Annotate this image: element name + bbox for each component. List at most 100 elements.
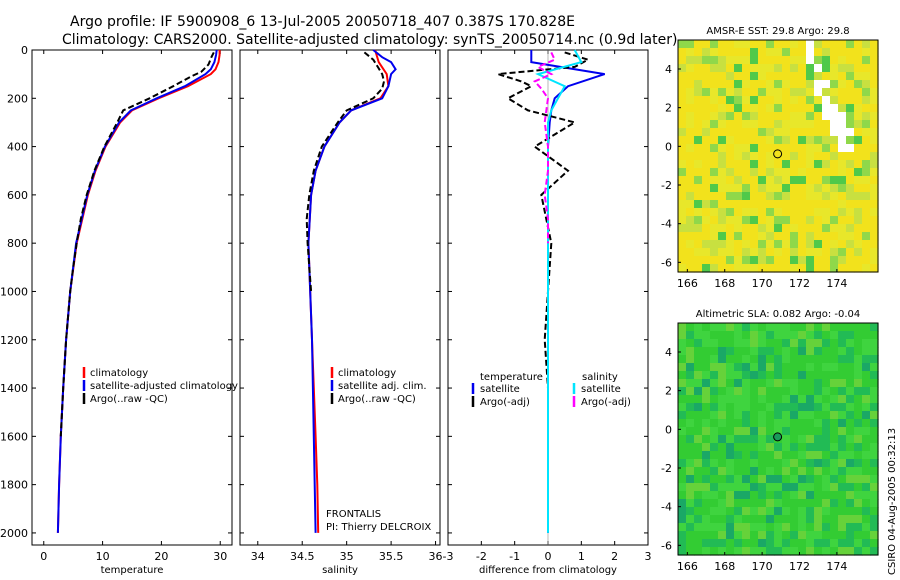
map-cell — [750, 451, 759, 460]
map-cell — [806, 387, 815, 396]
map-cell — [870, 355, 879, 364]
map-y-tick-label: -4 — [661, 501, 672, 514]
map-cell — [854, 547, 863, 556]
map-y-tick-label: -4 — [661, 218, 672, 231]
map-cell — [782, 499, 791, 508]
map-cell — [710, 395, 719, 404]
map-cell — [694, 419, 703, 428]
map-cell — [846, 88, 855, 97]
map-cell — [830, 411, 839, 420]
map-cell — [822, 355, 831, 364]
map-cell — [854, 136, 863, 145]
map-cell — [726, 240, 735, 249]
map-cell — [734, 88, 743, 97]
map-cell — [734, 491, 743, 500]
map-cell — [678, 152, 687, 161]
map-cell — [870, 443, 879, 452]
map-cell — [806, 355, 815, 364]
map-cell — [790, 387, 799, 396]
map-cell — [782, 240, 791, 249]
map-y-tick-label: -2 — [661, 179, 672, 192]
map-cell — [718, 184, 727, 193]
map-cell — [822, 232, 831, 241]
map-cell — [726, 411, 735, 420]
x-axis-label: temperature — [101, 565, 164, 576]
map-cell — [814, 499, 823, 508]
map-cell — [790, 411, 799, 420]
map-cell — [758, 483, 767, 492]
map-cell — [846, 80, 855, 89]
map-cell — [710, 499, 719, 508]
map-cell — [774, 216, 783, 225]
map-cell — [694, 523, 703, 532]
map-cell — [686, 523, 695, 532]
map-cell — [718, 523, 727, 532]
map-cell — [686, 491, 695, 500]
map-cell — [870, 547, 879, 556]
map-cell — [702, 232, 711, 241]
map-cell — [734, 80, 743, 89]
map-cell — [758, 499, 767, 508]
map-cell — [726, 264, 735, 273]
map-cell — [854, 347, 863, 356]
map-cell — [854, 483, 863, 492]
map-cell — [726, 56, 735, 65]
map-cell — [766, 224, 775, 233]
map-cell — [710, 547, 719, 556]
map-cell — [822, 507, 831, 516]
map-cell — [846, 56, 855, 65]
series-line-red — [307, 49, 390, 533]
map-cell — [678, 48, 687, 57]
map-cell — [742, 40, 751, 49]
map-cell — [846, 451, 855, 460]
map-cell — [846, 443, 855, 452]
map-cell — [862, 264, 871, 273]
map-cell — [814, 168, 823, 177]
map-cell — [862, 216, 871, 225]
map-cell — [710, 248, 719, 257]
map-cell — [838, 451, 847, 460]
figure-title-line2: Climatology: CARS2000. Satellite-adjuste… — [62, 32, 677, 48]
map-cell — [750, 64, 759, 73]
map-cell — [846, 523, 855, 532]
map-cell — [822, 40, 831, 49]
map-cell — [830, 403, 839, 412]
map-cell — [838, 48, 847, 57]
map-cell — [694, 451, 703, 460]
map-cell — [862, 56, 871, 65]
map-cell — [854, 379, 863, 388]
map-cell — [790, 144, 799, 153]
map-cell — [790, 104, 799, 113]
map-cell — [694, 152, 703, 161]
map-cell — [822, 136, 831, 145]
map-cell — [774, 443, 783, 452]
map-cell — [686, 331, 695, 340]
map-cell — [822, 347, 831, 356]
map-cell — [726, 248, 735, 257]
map-cell — [790, 435, 799, 444]
map-cell — [766, 200, 775, 209]
map-cell — [726, 531, 735, 540]
map-cell — [742, 144, 751, 153]
map-cell — [870, 232, 879, 241]
map-cell — [758, 176, 767, 185]
map-cell — [702, 515, 711, 524]
map-cell — [870, 523, 879, 532]
map-cell — [710, 491, 719, 500]
map-cell — [870, 240, 879, 249]
x-tick-label: 36 — [429, 550, 443, 563]
map-cell — [814, 403, 823, 412]
map-cell — [838, 331, 847, 340]
map-cell — [686, 531, 695, 540]
map-cell — [774, 507, 783, 516]
map-cell — [678, 403, 687, 412]
map-cell — [750, 192, 759, 201]
map-cell — [822, 72, 831, 81]
map-cell — [702, 240, 711, 249]
map-cell — [838, 539, 847, 548]
map-cell — [742, 152, 751, 161]
map-cell — [726, 176, 735, 185]
map-cell — [782, 467, 791, 476]
map-cell — [710, 256, 719, 265]
map-cell — [830, 347, 839, 356]
